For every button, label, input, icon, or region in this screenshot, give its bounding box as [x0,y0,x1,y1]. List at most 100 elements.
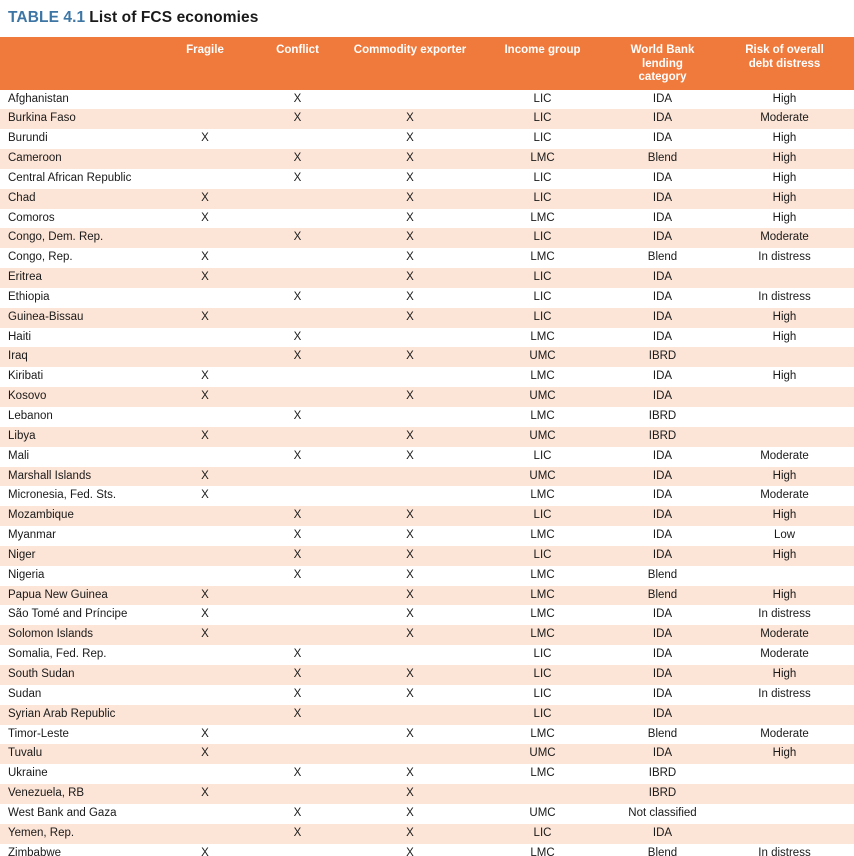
cell-conflict [250,189,345,209]
cell-fragile [160,526,250,546]
cell-commodity-exporter: X [406,449,414,462]
cell-fragile: X [201,588,209,601]
cell-debt-distress [715,804,854,824]
cell-income-group: LIC [533,231,552,244]
cell-lending-category: IDA [652,667,673,680]
cell-commodity-exporter: X [406,727,414,740]
cell-debt-distress: High [772,152,797,165]
table-row: Timor-Leste X X LMC Blend Moderate [0,725,854,745]
cell-commodity-exporter: X [406,191,414,204]
cell-lending-category: Blend [647,727,678,740]
cell-lending-category: IDA [652,747,673,760]
header-lending-category: World Bank lending category [610,37,715,90]
cell-commodity-exporter: X [406,211,414,224]
cell-commodity-exporter: X [406,608,414,621]
cell-country: Lebanon [8,410,53,422]
cell-country: Mozambique [8,509,74,522]
cell-commodity-exporter [345,90,475,110]
cell-lending-category: IDA [652,707,673,720]
cell-country: Papua New Guinea [8,588,108,601]
cell-debt-distress: High [772,132,797,145]
cell-lending-category: IBRD [648,410,677,422]
cell-income-group: LIC [533,826,552,839]
cell-lending-category: IDA [652,191,673,204]
table-row: Lebanon X LMC IBRD [0,407,854,427]
header-row: Fragile Conflict Commodity exporter Inco… [0,37,854,90]
cell-commodity-exporter: X [406,390,414,403]
cell-debt-distress: Moderate [760,449,809,462]
cell-conflict [250,605,345,625]
cell-country: Kiribati [8,370,44,383]
cell-lending-category: IBRD [648,429,677,442]
cell-debt-distress [715,705,854,725]
cell-conflict: X [293,529,302,542]
table-row: Congo, Rep. X X LMC Blend In distress [0,248,854,268]
cell-country: Congo, Rep. [8,251,73,264]
cell-fragile: X [201,787,209,800]
table-row: West Bank and Gaza X X UMC Not classified [0,804,854,824]
cell-fragile: X [201,608,209,621]
table-title: TABLE 4.1 List of FCS economies [0,0,854,37]
cell-commodity-exporter [345,328,475,348]
cell-conflict: X [293,350,302,363]
table-row: Micronesia, Fed. Sts. X LMC IDA Moderate [0,486,854,506]
cell-country: Micronesia, Fed. Sts. [8,489,117,502]
cell-conflict: X [293,92,302,105]
cell-country: Nigeria [8,568,45,581]
cell-conflict [250,625,345,645]
cell-income-group [475,784,610,804]
table-row: Syrian Arab Republic X LIC IDA [0,704,854,725]
cell-lending-category: IDA [652,469,673,482]
cell-fragile: X [201,489,209,502]
cell-income-group: LIC [533,648,552,661]
cell-lending-category: IDA [652,608,673,621]
cell-lending-category: IDA [652,628,673,641]
cell-commodity-exporter: X [406,350,414,363]
cell-conflict: X [293,410,302,422]
cell-fragile [160,447,250,467]
table-row: South Sudan X X LIC IDA High [0,664,854,685]
cell-lending-category: IDA [652,826,673,839]
cell-commodity-exporter: X [406,310,414,323]
cell-lending-category: IDA [652,370,673,383]
cell-income-group: LIC [533,509,552,522]
cell-fragile [160,328,250,348]
cell-debt-distress: Moderate [760,112,809,125]
cell-conflict: X [293,568,302,581]
cell-income-group: LMC [530,727,555,740]
cell-country: Eritrea [8,271,42,284]
cell-lending-category: Blend [647,846,678,856]
cell-debt-distress: High [772,747,797,760]
cell-lending-category: IDA [652,310,673,323]
cell-income-group: LMC [530,588,555,601]
cell-fragile: X [201,191,209,204]
cell-commodity-exporter: X [406,628,414,641]
cell-debt-distress [715,427,854,447]
cell-conflict: X [293,707,302,720]
cell-income-group: LMC [530,628,555,641]
cell-lending-category: IDA [652,171,673,184]
table-row: Burundi X X LIC IDA High [0,129,854,149]
table-row: Cameroon X X LMC Blend High [0,149,854,169]
cell-debt-distress: High [772,509,797,522]
cell-country: Sudan [8,687,42,700]
table-row: Ethiopia X X LIC IDA In distress [0,288,854,308]
cell-income-group: LIC [533,191,552,204]
cell-lending-category: IDA [652,489,673,502]
cell-debt-distress: High [772,211,797,224]
cell-income-group: LMC [530,846,555,856]
cell-debt-distress [715,824,854,844]
table-row: Sudan X X LIC IDA In distress [0,685,854,705]
cell-income-group: LIC [533,92,552,105]
cell-income-group: LIC [533,707,552,720]
cell-debt-distress: High [772,548,797,561]
cell-fragile [160,169,250,189]
cell-fragile: X [201,310,209,323]
cell-income-group: LIC [533,667,552,680]
cell-income-group: LMC [530,568,555,581]
cell-fragile [160,566,250,586]
cell-commodity-exporter: X [406,171,414,184]
table-row: Marshall Islands X UMC IDA High [0,466,854,487]
cell-lending-category: IDA [652,390,673,403]
